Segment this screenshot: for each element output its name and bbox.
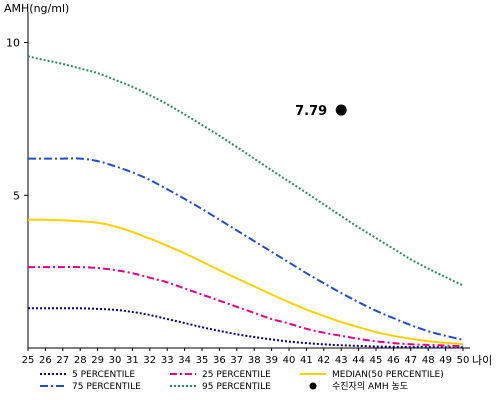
x-axis-title: 나이: [472, 354, 492, 367]
x-tick-label: 49: [439, 355, 452, 366]
legend-label: 95 PERCENTILE: [202, 382, 271, 392]
legend-label: MEDIAN(50 PERCENTILE): [332, 370, 444, 380]
x-tick-label: 36: [213, 355, 226, 366]
legend-label: 25 PERCENTILE: [202, 370, 271, 380]
x-tick-label: 39: [265, 355, 278, 366]
x-tick-label: 33: [161, 355, 174, 366]
x-tick-label: 50: [457, 355, 470, 366]
x-tick-label: 47: [404, 355, 417, 366]
y-ticks: 5 10: [6, 37, 28, 202]
legend-label: 수진자의 AMH 농도: [332, 381, 408, 392]
x-tick-label: 46: [387, 355, 400, 366]
series-line-median-50-percentile: [27, 218, 464, 345]
x-tick-label: 42: [317, 355, 330, 366]
axes: AMH(ng/ml) 나이: [4, 2, 492, 367]
x-tick-label: 37: [230, 355, 243, 366]
x-tick-label: 25: [22, 355, 35, 366]
y-tick-label: 5: [13, 189, 20, 202]
x-tick-label: 38: [248, 355, 261, 366]
series-line-95-percentile: [27, 55, 464, 287]
series-line-75-percentile: [28, 157, 464, 341]
x-tick-label: 41: [300, 355, 313, 366]
x-tick-label: 32: [143, 355, 156, 366]
x-tick-label: 48: [422, 355, 435, 366]
patient-amh-point: [335, 104, 347, 116]
x-tick-label: 30: [109, 355, 122, 366]
series-line-25-percentile: [28, 266, 464, 348]
annotation: 7.79: [295, 104, 347, 119]
x-tick-label: 29: [91, 355, 104, 366]
x-tick-label: 26: [39, 355, 52, 366]
x-tick-label: 31: [126, 355, 139, 366]
legend: 5 PERCENTILE 25 PERCENTILE MEDIAN(50 PERCE…: [40, 370, 444, 392]
x-tick-label: 34: [178, 355, 191, 366]
x-tick-label: 44: [352, 355, 365, 366]
legend-label: 5 PERCENTILE: [72, 370, 135, 380]
series-lines: [27, 55, 464, 349]
x-tick-label: 35: [196, 355, 209, 366]
y-axis-title: AMH(ng/ml): [4, 2, 69, 15]
y-tick-label: 10: [6, 37, 20, 50]
x-ticks: 25 26 27 28 29 30 31 32 33 34 35 36 37 38 39 40 41 42 43 44…: [22, 348, 470, 366]
legend-label: 75 PERCENTILE: [72, 382, 141, 392]
x-tick-label: 40: [283, 355, 296, 366]
legend-swatch: [309, 382, 317, 390]
series-line-5-percentile: [28, 307, 463, 349]
x-tick-label: 43: [335, 355, 348, 366]
x-tick-label: 28: [74, 355, 87, 366]
x-tick-label: 27: [56, 355, 69, 366]
x-tick-label: 45: [370, 355, 383, 366]
patient-amh-value-label: 7.79: [295, 104, 327, 119]
